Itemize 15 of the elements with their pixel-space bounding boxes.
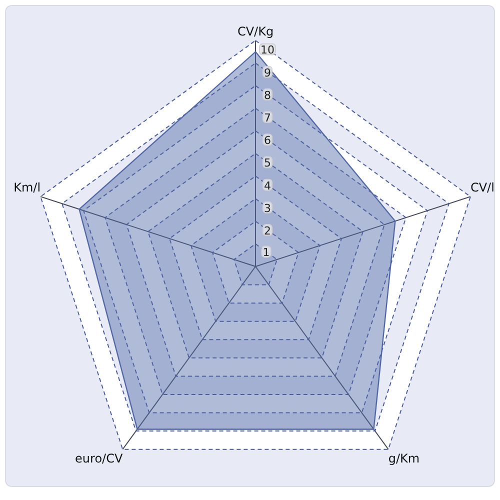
y-tick-label: 6 bbox=[264, 134, 271, 148]
y-tick-label: 1 bbox=[262, 246, 270, 260]
y-tick-label: 9 bbox=[264, 66, 271, 80]
spoke-label: euro/CV bbox=[75, 451, 124, 466]
spoke-label: g/Km bbox=[388, 451, 420, 466]
spoke-label: CV/l bbox=[470, 180, 494, 195]
spoke-label: CV/Kg bbox=[237, 24, 274, 38]
y-tick-label: 10 bbox=[260, 44, 274, 57]
y-tick-label: 4 bbox=[264, 179, 271, 192]
y-tick-label: 8 bbox=[264, 88, 271, 102]
y-tick-label: 7 bbox=[264, 112, 271, 125]
y-tick-label: 3 bbox=[264, 202, 271, 215]
y-tick-label: 5 bbox=[264, 156, 271, 170]
y-tick-label: 2 bbox=[264, 224, 271, 238]
spoke-label: Km/l bbox=[14, 180, 41, 195]
